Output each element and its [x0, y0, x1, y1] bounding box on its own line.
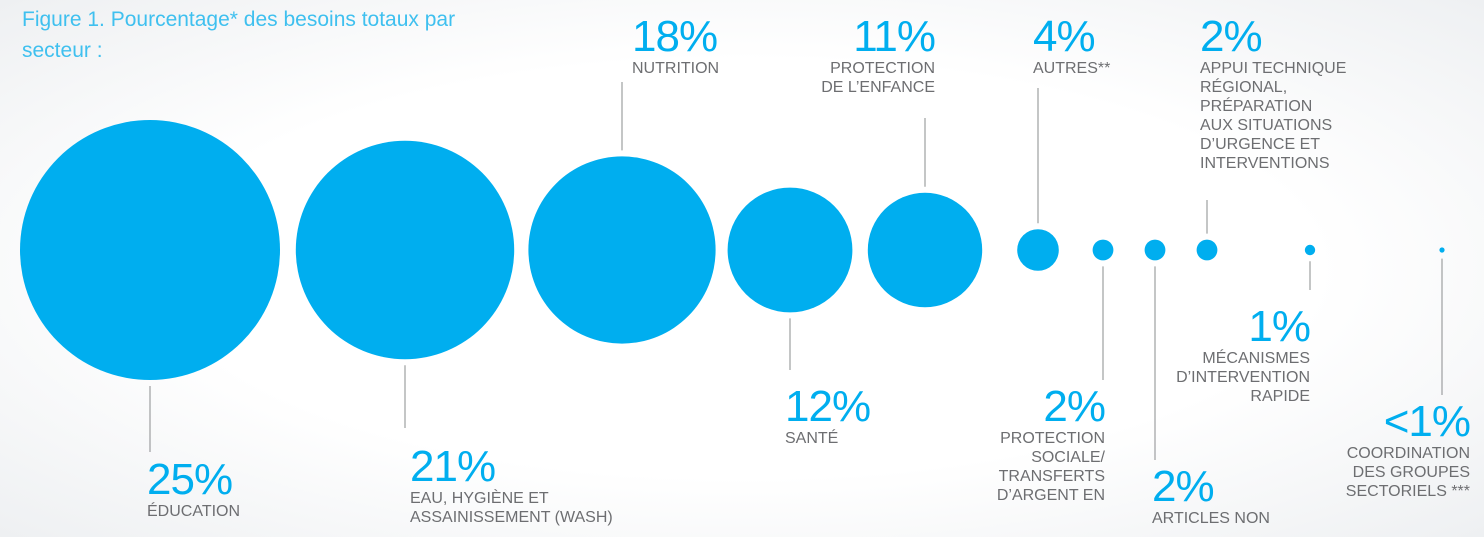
bubble-label: 12% SANTÉ — [785, 382, 871, 448]
value-label: 2% — [1200, 12, 1263, 61]
value-label: 25% — [147, 455, 233, 504]
bubble — [1144, 239, 1166, 261]
bubble-label: 4% AUTRES** — [1033, 15, 1110, 78]
value-label: 1% — [1248, 302, 1311, 351]
category-label: COORDINATION DES GROUPES SECTORIELS *** — [1345, 445, 1470, 500]
bubble-label: 11% PROTECTION DE L’ENFANCE — [821, 12, 936, 97]
category-label: APPUI TECHNIQUE RÉGIONAL, PRÉPARATION AU… — [1200, 60, 1347, 172]
bubble — [867, 192, 983, 308]
bubble — [295, 140, 515, 360]
bubble — [1092, 239, 1114, 261]
value-label: 2% — [1152, 462, 1215, 511]
bubble — [1304, 244, 1316, 256]
bubble-label: 21% EAU, HYGIÈNE ET ASSAINISSEMENT (WASH) — [410, 445, 613, 527]
bubble-label: <1% COORDINATION DES GROUPES SECTORIELS *… — [1345, 397, 1471, 501]
bubble — [1017, 229, 1059, 271]
bubble-label: 1% MÉCANISMES D’INTERVENTION RAPIDE — [1176, 302, 1311, 406]
chart-title: Figure 1. Pourcentage* des besoins totau… — [22, 8, 456, 62]
value-label: 21% — [410, 442, 496, 491]
value-label: <1% — [1383, 397, 1471, 446]
bubble — [1439, 247, 1445, 253]
bubble-label: 18% NUTRITION — [632, 15, 719, 78]
value-label: 4% — [1033, 12, 1096, 61]
bubble-label: 25% ÉDUCATION — [147, 458, 240, 521]
category-label: SANTÉ — [785, 430, 839, 447]
category-label: ÉDUCATION — [147, 503, 241, 520]
bubble — [528, 156, 716, 344]
category-label: AUTRES** — [1033, 60, 1111, 77]
category-label: EAU, HYGIÈNE ET ASSAINISSEMENT (WASH) — [410, 490, 613, 526]
bubble — [727, 187, 853, 313]
value-label: 12% — [785, 382, 871, 431]
category-label: PROTECTION SOCIALE/ TRANSFERTS D’ARGENT … — [996, 430, 1105, 504]
bubble — [1196, 239, 1218, 261]
category-label: NUTRITION — [632, 60, 720, 77]
bubble-label: 2% APPUI TECHNIQUE RÉGIONAL, PRÉPARATION … — [1200, 15, 1346, 173]
value-label: 2% — [1043, 382, 1106, 431]
value-label: 18% — [632, 12, 718, 61]
bubble-label: 2% ARTICLES NON — [1152, 465, 1270, 528]
bubble-label: 2% PROTECTION SOCIALE/ TRANSFERTS D’ARGEN… — [996, 382, 1106, 505]
value-label: 11% — [853, 12, 936, 61]
category-label: ARTICLES NON — [1152, 510, 1270, 527]
category-label: PROTECTION DE L’ENFANCE — [821, 60, 935, 96]
bubble — [20, 120, 280, 380]
category-label: MÉCANISMES D’INTERVENTION RAPIDE — [1176, 350, 1310, 405]
